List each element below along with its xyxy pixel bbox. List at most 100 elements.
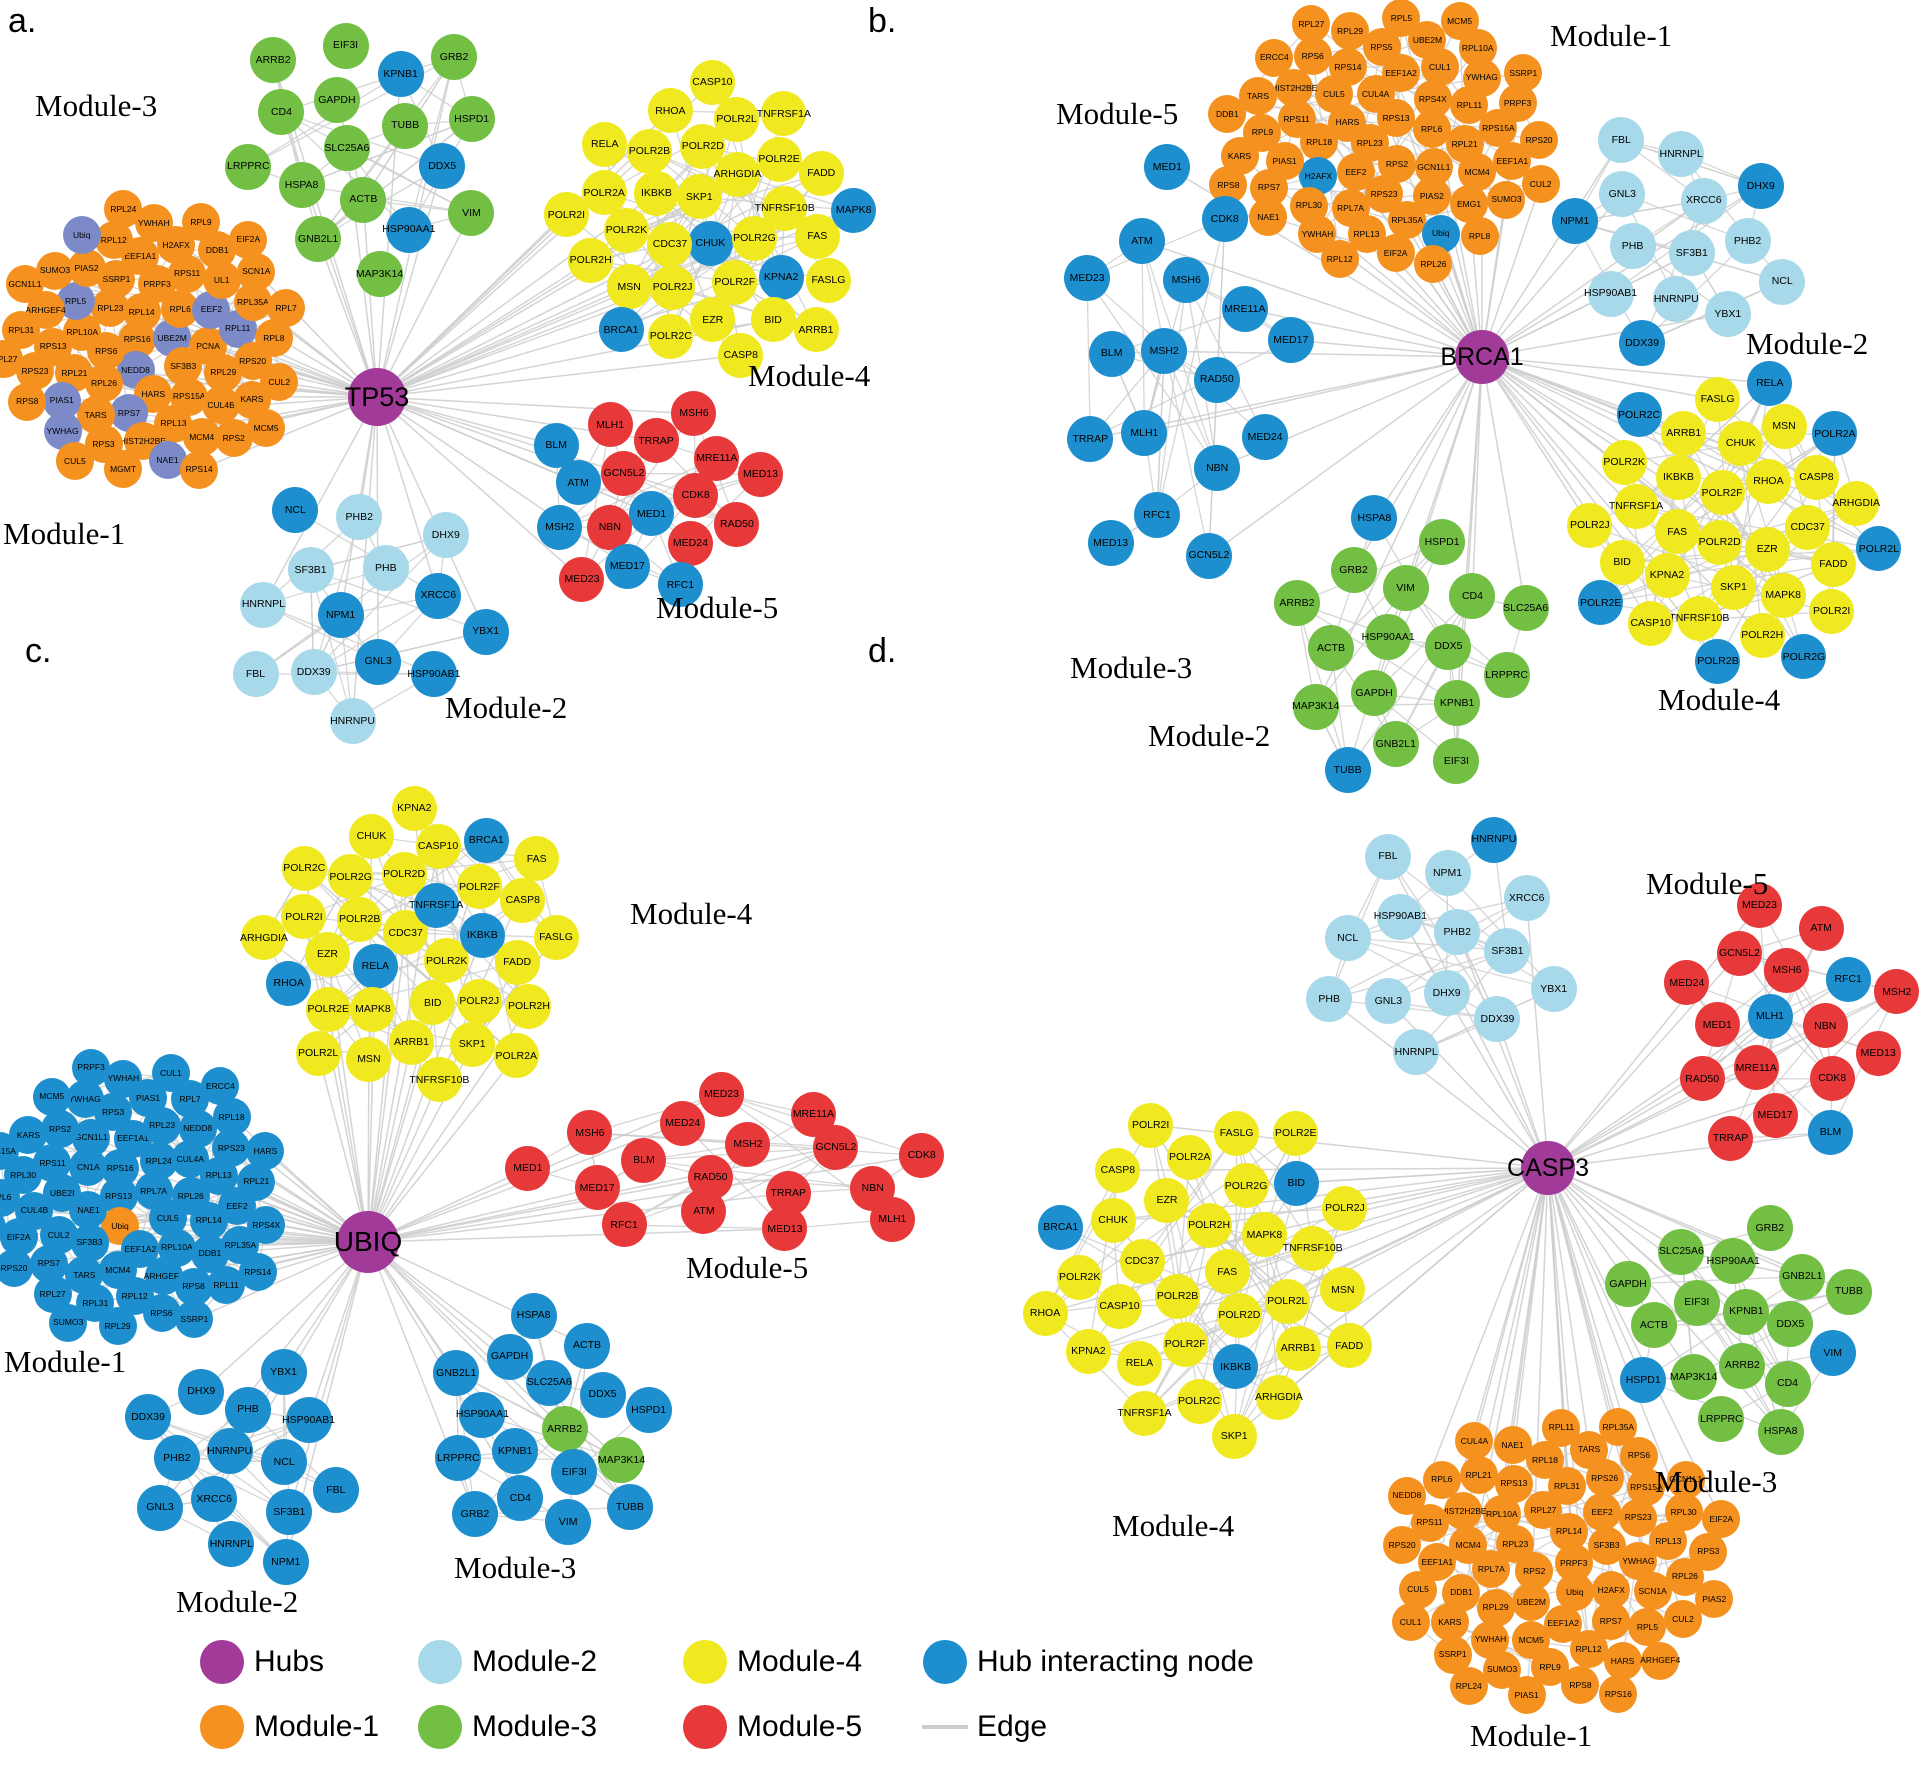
node-polr2g[interactable]: POLR2G xyxy=(328,854,374,900)
node-faslg[interactable]: FASLG xyxy=(805,258,851,304)
node-rpl24[interactable]: RPL24 xyxy=(104,190,143,229)
node-casp8[interactable]: CASP8 xyxy=(1793,454,1839,500)
node-hspa8[interactable]: HSPA8 xyxy=(278,162,325,209)
node-nbn[interactable]: NBN xyxy=(1802,1003,1848,1049)
node-trrap[interactable]: TRRAP xyxy=(633,418,679,464)
node-polr2a[interactable]: POLR2A xyxy=(1812,411,1858,457)
node-hspd1[interactable]: HSPD1 xyxy=(1620,1356,1667,1403)
node-hspa8[interactable]: HSPA8 xyxy=(1351,495,1398,542)
node-rps20[interactable]: RPS20 xyxy=(0,1248,34,1287)
node-fas[interactable]: FAS xyxy=(1654,509,1700,555)
node-msh2[interactable]: MSH2 xyxy=(537,504,583,550)
node-med24[interactable]: MED24 xyxy=(660,1100,706,1146)
node-polr2h[interactable]: POLR2H xyxy=(1186,1202,1232,1248)
node-chuk[interactable]: CHUK xyxy=(1090,1197,1136,1243)
node-kpnb1[interactable]: KPNB1 xyxy=(377,50,424,97)
node-grb2[interactable]: GRB2 xyxy=(451,1491,498,1538)
node-hist2h2be[interactable]: HIST2H2BE xyxy=(1440,1491,1487,1530)
node-gnl3[interactable]: GNL3 xyxy=(136,1484,183,1531)
hub-brca1[interactable]: BRCA1 xyxy=(1440,330,1524,384)
node-rps8[interactable]: RPS8 xyxy=(1561,1666,1600,1705)
node-cul4a[interactable]: CUL4A xyxy=(1455,1422,1494,1461)
node-med1[interactable]: MED1 xyxy=(1694,1002,1740,1048)
node-ikbkb[interactable]: IKBKB xyxy=(1655,454,1701,500)
node-rhoa[interactable]: RHOA xyxy=(1745,458,1791,504)
node-rpl18[interactable]: RPL18 xyxy=(1526,1441,1564,1480)
node-ssrp1[interactable]: SSRP1 xyxy=(1504,54,1543,92)
node-atm[interactable]: ATM xyxy=(1798,906,1844,952)
node-polr2k[interactable]: POLR2K xyxy=(1057,1254,1103,1300)
node-brca1[interactable]: BRCA1 xyxy=(463,818,509,863)
node-phb2[interactable]: PHB2 xyxy=(1434,909,1481,956)
node-hsp90ab1[interactable]: HSP90AB1 xyxy=(282,1397,335,1444)
node-casp10[interactable]: CASP10 xyxy=(415,823,461,869)
node-polr2b[interactable]: POLR2B xyxy=(626,128,672,174)
node-mre11a[interactable]: MRE11A xyxy=(1221,286,1268,333)
node-polr2b[interactable]: POLR2B xyxy=(1695,638,1741,684)
node-lrpprc[interactable]: LRPPRC xyxy=(225,143,272,190)
node-tnfrsf1a[interactable]: TNFRSF1A xyxy=(1117,1391,1172,1437)
node-rpl24[interactable]: RPL24 xyxy=(1449,1666,1488,1705)
node-nae1[interactable]: NAE1 xyxy=(1249,198,1288,237)
node-ubiq[interactable]: Ubiq xyxy=(62,215,101,254)
node-rps14[interactable]: RPS14 xyxy=(238,1253,277,1292)
node-mre11a[interactable]: MRE11A xyxy=(1733,1045,1779,1091)
node-polr2e[interactable]: POLR2E xyxy=(1578,580,1624,626)
node-mre11a[interactable]: MRE11A xyxy=(694,435,740,481)
node-tnfrsf10b[interactable]: TNFRSF10B xyxy=(1669,595,1729,641)
node-sumo3[interactable]: SUMO3 xyxy=(1487,180,1526,219)
node-vim[interactable]: VIM xyxy=(1382,565,1429,612)
node-cd4[interactable]: CD4 xyxy=(1449,573,1496,620)
node-rps20[interactable]: RPS20 xyxy=(1383,1526,1422,1565)
node-polr2h[interactable]: POLR2H xyxy=(506,984,552,1030)
node-nbn[interactable]: NBN xyxy=(1194,444,1241,491)
node-sf3b1[interactable]: SF3B1 xyxy=(287,547,334,594)
node-gnb2l1[interactable]: GNB2L1 xyxy=(295,216,342,263)
node-fbl[interactable]: FBL xyxy=(312,1467,359,1514)
node-polr2j[interactable]: POLR2J xyxy=(456,978,502,1024)
node-nedd8[interactable]: NEDD8 xyxy=(1387,1476,1426,1515)
node-xrcc6[interactable]: XRCC6 xyxy=(191,1476,238,1523)
node-sf3b1[interactable]: SF3B1 xyxy=(266,1488,313,1535)
node-polr2d[interactable]: POLR2D xyxy=(1216,1293,1262,1339)
node-fadd[interactable]: FADD xyxy=(1810,541,1856,587)
node-pias2[interactable]: PIAS2 xyxy=(1695,1580,1734,1619)
node-actb[interactable]: ACTB xyxy=(1307,625,1354,672)
node-polr2c[interactable]: POLR2C xyxy=(1616,392,1662,438)
node-polr2i[interactable]: POLR2I xyxy=(1128,1102,1174,1148)
node-chuk[interactable]: CHUK xyxy=(1718,421,1764,467)
node-rpl12[interactable]: RPL12 xyxy=(1320,239,1359,278)
node-polr2j[interactable]: POLR2J xyxy=(1322,1186,1368,1232)
node-blm[interactable]: BLM xyxy=(1808,1109,1853,1155)
node-faslg[interactable]: FASLG xyxy=(533,914,579,960)
node-casp10[interactable]: CASP10 xyxy=(689,60,735,106)
node-ncl[interactable]: NCL xyxy=(272,487,319,534)
node-atm[interactable]: ATM xyxy=(1118,218,1165,265)
node-hsp90ab1[interactable]: HSP90AB1 xyxy=(1584,270,1637,317)
node-cd4[interactable]: CD4 xyxy=(1764,1360,1811,1407)
node-rhoa[interactable]: RHOA xyxy=(1022,1290,1068,1336)
node-polr2i[interactable]: POLR2I xyxy=(543,192,589,238)
node-grb2[interactable]: GRB2 xyxy=(1330,547,1377,594)
node-cul2[interactable]: CUL2 xyxy=(260,363,299,402)
node-med17[interactable]: MED17 xyxy=(574,1165,620,1211)
node-polr2a[interactable]: POLR2A xyxy=(1167,1135,1213,1181)
node-med17[interactable]: MED17 xyxy=(604,544,650,590)
node-eif2a[interactable]: EIF2A xyxy=(1702,1500,1741,1539)
node-rela[interactable]: RELA xyxy=(1747,360,1793,406)
node-med24[interactable]: MED24 xyxy=(1242,413,1289,460)
node-rpl7[interactable]: RPL7 xyxy=(267,289,306,328)
node-rfc1[interactable]: RFC1 xyxy=(601,1202,647,1248)
node-cul1[interactable]: CUL1 xyxy=(151,1054,190,1093)
node-med17[interactable]: MED17 xyxy=(1752,1093,1798,1139)
node-hnrnpl[interactable]: HNRNPL xyxy=(1393,1029,1440,1076)
node-phb2[interactable]: PHB2 xyxy=(1724,218,1771,265)
node-polr2c[interactable]: POLR2C xyxy=(648,313,694,359)
node-hspd1[interactable]: HSPD1 xyxy=(1419,519,1466,566)
node-map3k14[interactable]: MAP3K14 xyxy=(598,1437,645,1484)
node-sf3b1[interactable]: SF3B1 xyxy=(1484,927,1531,974)
node-rpl5[interactable]: RPL5 xyxy=(1628,1608,1667,1647)
node-rela[interactable]: RELA xyxy=(1116,1340,1162,1386)
node-lrpprc[interactable]: LRPPRC xyxy=(1483,652,1530,699)
node-tubb[interactable]: TUBB xyxy=(382,102,429,149)
